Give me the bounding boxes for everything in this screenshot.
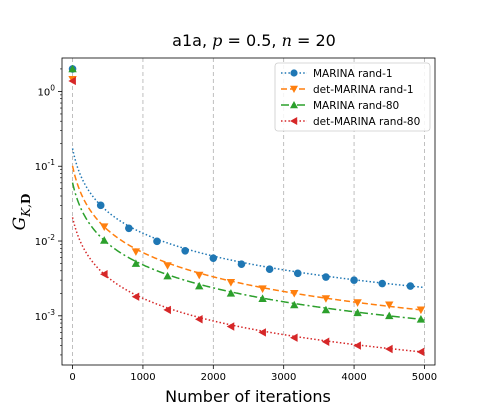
data-point <box>226 322 235 331</box>
data-point <box>350 276 358 284</box>
x-tick-label: 3000 <box>271 372 296 383</box>
legend-label: MARINA rand-1 <box>313 68 393 80</box>
y-axis-label-sub: K, <box>19 204 33 218</box>
data-point <box>100 270 108 279</box>
data-point <box>378 279 387 288</box>
data-point <box>226 289 236 297</box>
y-tick-label: 10-3 <box>35 308 55 323</box>
y-axis-label-main: G <box>10 217 30 231</box>
y-tick-base: 10 <box>35 312 48 323</box>
legend-label: MARINA rand-80 <box>313 100 399 112</box>
legend-label: det-MARINA rand-80 <box>313 116 420 128</box>
data-point <box>321 305 331 314</box>
series-line-2 <box>71 182 425 321</box>
data-point <box>321 337 330 346</box>
data-point <box>226 279 236 287</box>
title-part-3: n <box>282 31 292 50</box>
data-point <box>195 315 203 324</box>
y-tick-label: 100 <box>37 83 55 98</box>
data-point <box>290 69 298 77</box>
series-line-1 <box>71 165 425 312</box>
x-tick-label: 1000 <box>130 372 155 383</box>
data-point <box>100 223 109 231</box>
x-tick-label: 0 <box>69 372 75 383</box>
data-point <box>353 308 362 317</box>
data-point <box>406 282 415 290</box>
data-point <box>209 254 218 262</box>
data-point <box>385 301 394 310</box>
data-point <box>258 294 267 302</box>
legend-box <box>274 62 431 132</box>
data-point <box>195 271 204 280</box>
data-point <box>68 64 77 73</box>
y-tick-exponent: 0 <box>50 83 55 92</box>
curve-layer <box>71 148 425 353</box>
x-axis-label: Number of iterations <box>165 387 331 406</box>
data-point <box>385 311 394 320</box>
data-point <box>290 333 298 342</box>
x-tick-label: 4000 <box>341 372 366 383</box>
y-tick-base: 10 <box>35 162 48 173</box>
data-point <box>385 344 393 354</box>
data-point <box>290 289 299 298</box>
y-tick-exponent: -1 <box>48 158 56 167</box>
chart-title: a1a, p = 0.5, n = 20 <box>172 31 336 50</box>
data-point <box>353 341 361 350</box>
data-point <box>265 265 274 274</box>
data-point <box>68 76 76 86</box>
data-point <box>290 300 299 309</box>
data-point <box>131 259 141 267</box>
y-tick-label: 10-1 <box>35 158 55 173</box>
y-tick-exponent: -3 <box>48 308 56 317</box>
x-tick-label: 5000 <box>412 372 437 383</box>
y-axis-label: GK,D <box>10 194 33 231</box>
x-tick-label: 2000 <box>201 372 226 383</box>
data-point <box>153 237 161 246</box>
data-point <box>353 299 362 307</box>
data-point <box>125 224 133 233</box>
data-point <box>96 201 105 210</box>
title-part-1: p <box>212 31 222 50</box>
data-point <box>163 262 172 270</box>
data-point <box>181 247 189 255</box>
data-point <box>258 285 267 293</box>
title-part-0: a1a, <box>172 31 212 50</box>
y-tick-label: 10-2 <box>35 233 55 248</box>
title-part-2: = 0.5, <box>222 31 281 50</box>
data-point <box>290 101 298 109</box>
data-point <box>163 305 171 315</box>
legend-label: det-MARINA rand-1 <box>313 84 414 96</box>
y-tick-base: 10 <box>35 237 48 248</box>
data-point <box>416 315 426 323</box>
data-point <box>416 347 425 357</box>
data-point <box>290 85 298 93</box>
data-point <box>258 328 266 337</box>
data-point <box>100 236 109 244</box>
data-point <box>131 248 141 256</box>
data-point <box>321 295 331 303</box>
data-point <box>163 271 172 280</box>
data-point <box>290 117 298 125</box>
data-point <box>293 269 302 278</box>
data-point <box>131 292 140 301</box>
data-point <box>195 281 204 290</box>
plot-frame <box>61 57 436 366</box>
y-axis-label-sub-bold: D <box>19 194 33 204</box>
legend: MARINA rand-1 det-MARINA rand-1 MARINA ran… <box>274 62 431 132</box>
data-point <box>322 273 330 281</box>
title-part-4: = 20 <box>292 31 336 50</box>
y-tick-exponent: -2 <box>48 233 56 242</box>
data-point <box>416 306 426 315</box>
marker-layer <box>68 64 426 357</box>
y-tick-base: 10 <box>37 87 50 98</box>
data-point <box>237 260 246 268</box>
series-line-3 <box>71 217 425 353</box>
